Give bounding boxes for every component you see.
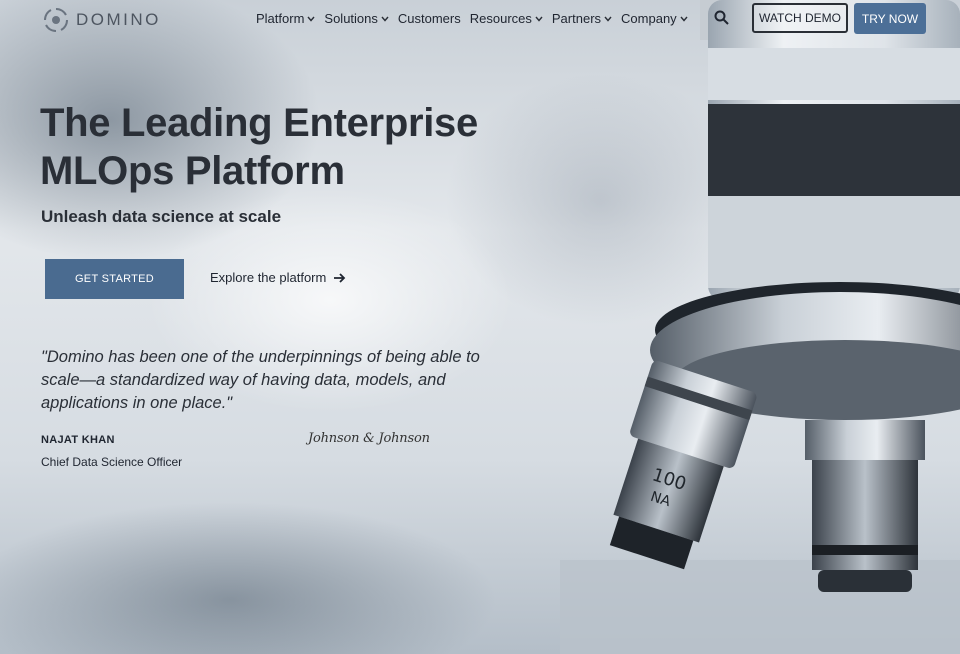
subheadline: Unleash data science at scale (41, 207, 281, 227)
top-nav: DOMINO Platform Solutions Customers Reso… (0, 0, 960, 38)
brand-name: DOMINO (76, 10, 161, 30)
domino-logo-icon (42, 6, 70, 34)
nav-platform-label: Platform (256, 11, 304, 26)
chevron-down-icon (381, 16, 389, 22)
main-menu: Platform Solutions Customers Resources P… (256, 11, 688, 26)
try-now-button[interactable]: TRY NOW (854, 3, 926, 34)
nav-solutions[interactable]: Solutions (324, 11, 388, 26)
arrow-right-icon (334, 273, 346, 283)
headline-line-2: MLOps Platform (40, 149, 345, 193)
chevron-down-icon (680, 16, 688, 22)
explore-platform-link[interactable]: Explore the platform (210, 270, 346, 285)
company-logo: Johnson & Johnson (308, 431, 430, 446)
nav-customers-label: Customers (398, 11, 461, 26)
get-started-button[interactable]: GET STARTED (45, 259, 184, 299)
chevron-down-icon (535, 16, 543, 22)
chevron-down-icon (307, 16, 315, 22)
nav-resources[interactable]: Resources (470, 11, 543, 26)
testimonial-author-name: NAJAT KHAN (41, 434, 115, 446)
microscope-image: 100 NA (560, 0, 960, 654)
page-title: The Leading Enterprise MLOps Platform (40, 99, 500, 195)
nav-company-label: Company (621, 11, 677, 26)
search-icon[interactable] (714, 10, 729, 25)
watch-demo-button[interactable]: WATCH DEMO (752, 3, 848, 33)
nav-partners[interactable]: Partners (552, 11, 612, 26)
nav-customers[interactable]: Customers (398, 11, 461, 26)
nav-partners-label: Partners (552, 11, 601, 26)
testimonial-author-title: Chief Data Science Officer (41, 455, 182, 469)
nav-resources-label: Resources (470, 11, 532, 26)
headline-line-1: The Leading Enterprise (40, 101, 478, 145)
nav-platform[interactable]: Platform (256, 11, 315, 26)
testimonial-quote: "Domino has been one of the underpinning… (41, 346, 481, 415)
brand-logo[interactable]: DOMINO (42, 6, 161, 34)
chevron-down-icon (604, 16, 612, 22)
explore-platform-label: Explore the platform (210, 270, 326, 285)
nav-company[interactable]: Company (621, 11, 688, 26)
nav-solutions-label: Solutions (324, 11, 377, 26)
